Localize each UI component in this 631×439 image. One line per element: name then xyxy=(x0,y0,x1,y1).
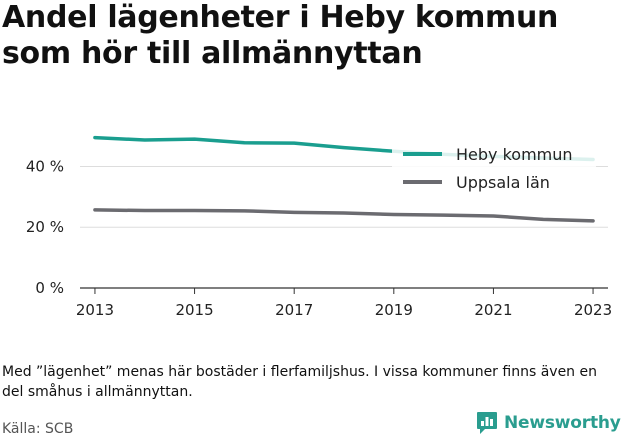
chart-title: Andel lägenheter i Heby kommun som hör t… xyxy=(2,0,559,71)
x-tick-label: 2015 xyxy=(175,301,213,319)
x-tick-label: 2013 xyxy=(76,301,114,319)
legend-label: Uppsala län xyxy=(456,173,550,192)
newsworthy-logo: Newsworthy xyxy=(476,408,621,438)
x-tick-label: 2023 xyxy=(574,301,612,319)
x-tick-label: 2019 xyxy=(375,301,413,319)
y-tick-label: 40 % xyxy=(26,157,64,175)
chart-note: Med ”lägenhet” menas här bostäder i fler… xyxy=(2,364,597,400)
brand-name: Newsworthy xyxy=(504,413,621,433)
series-line-uppsala-län xyxy=(93,208,595,223)
source-label: Källa: SCB xyxy=(2,421,74,437)
y-tick-label: 20 % xyxy=(26,218,64,236)
bar-chart-speech-bubble-icon xyxy=(477,412,497,434)
y-tick-label: 0 % xyxy=(35,279,64,297)
x-tick-label: 2017 xyxy=(275,301,313,319)
x-tick-label: 2021 xyxy=(474,301,512,319)
line-chart: 0 % 20 % 40 % 2013 2015 2017 2019 2021 2023 Heby … xyxy=(26,134,612,319)
legend-label: Heby kommun xyxy=(456,145,573,164)
